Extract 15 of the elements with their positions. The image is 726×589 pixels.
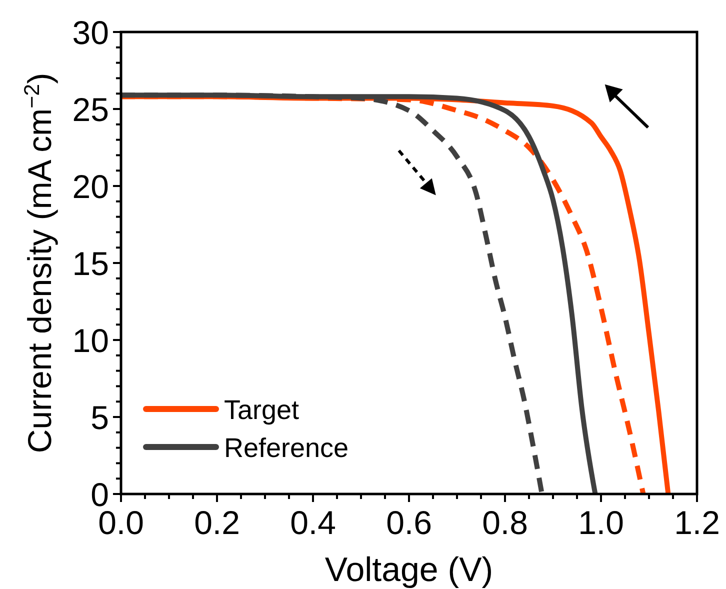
x-tick-label: 0.4 [290, 504, 336, 541]
x-axis-title: Voltage (V) [324, 551, 494, 589]
y-tick-label: 30 [72, 14, 109, 51]
y-tick-label: 25 [72, 91, 109, 128]
x-tick-label: 0.8 [482, 504, 528, 541]
y-tick-label: 5 [90, 399, 109, 436]
y-tick-label: 15 [72, 245, 109, 282]
y-tick-label: 20 [72, 168, 109, 205]
legend-label: Reference [224, 433, 349, 463]
legend-label: Target [224, 395, 300, 425]
x-tick-label: 1.2 [674, 504, 720, 541]
x-tick-label: 0.6 [386, 504, 432, 541]
x-tick-label: 0.2 [194, 504, 240, 541]
x-tick-label: 1.0 [578, 504, 624, 541]
y-tick-label: 10 [72, 322, 109, 359]
